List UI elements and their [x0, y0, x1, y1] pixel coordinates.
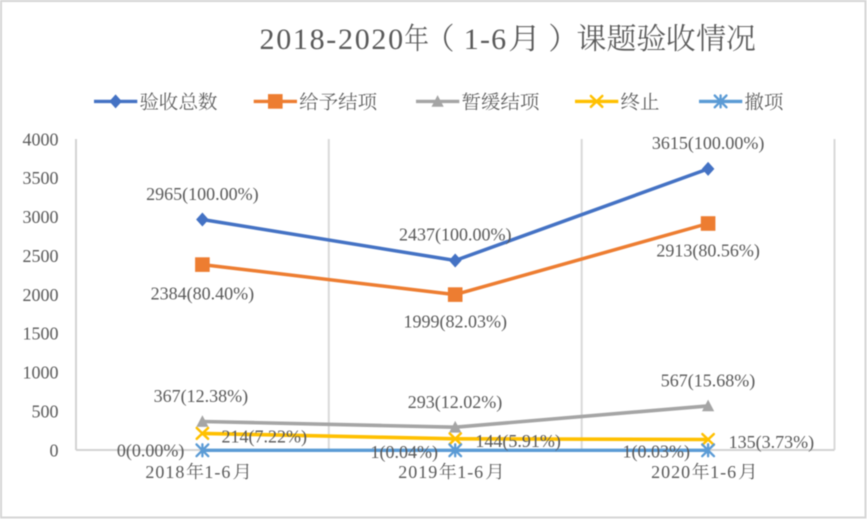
- svg-text:1(0.04%): 1(0.04%): [371, 442, 438, 463]
- svg-text:1999(82.03%): 1999(82.03%): [403, 312, 506, 333]
- svg-text:1500: 1500: [23, 324, 59, 344]
- svg-text:2384(80.40%): 2384(80.40%): [151, 284, 254, 305]
- svg-text:1-6: 1-6: [204, 462, 231, 482]
- svg-text:3615(100.00%): 3615(100.00%): [652, 133, 764, 154]
- svg-text:500: 500: [32, 401, 59, 421]
- svg-text:2000: 2000: [23, 285, 59, 305]
- svg-text:3000: 3000: [23, 207, 59, 227]
- svg-text:1-6: 1-6: [457, 462, 484, 482]
- svg-text:1000: 1000: [23, 363, 59, 383]
- svg-text:0: 0: [50, 440, 59, 460]
- svg-text:2018: 2018: [145, 462, 185, 482]
- svg-text:2965(100.00%): 2965(100.00%): [146, 184, 258, 205]
- svg-text:3500: 3500: [23, 168, 59, 188]
- svg-text:4000: 4000: [23, 129, 59, 149]
- svg-text:144(5.91%): 144(5.91%): [475, 431, 560, 452]
- svg-text:2437(100.00%): 2437(100.00%): [399, 225, 511, 246]
- svg-text:367(12.38%): 367(12.38%): [154, 386, 248, 407]
- svg-text:2019: 2019: [398, 462, 438, 482]
- svg-text:1-6: 1-6: [464, 23, 508, 56]
- svg-text:2500: 2500: [23, 246, 59, 266]
- svg-text:2020: 2020: [651, 462, 691, 482]
- svg-text:2913(80.56%): 2913(80.56%): [656, 240, 759, 261]
- svg-text:1(0.03%): 1(0.03%): [623, 442, 690, 463]
- svg-text:1-6: 1-6: [710, 462, 737, 482]
- svg-text:567(15.68%): 567(15.68%): [661, 370, 755, 391]
- svg-text:2018-2020: 2018-2020: [260, 23, 405, 56]
- svg-text:214(7.22%): 214(7.22%): [222, 427, 307, 448]
- svg-text:293(12.02%): 293(12.02%): [408, 392, 502, 413]
- svg-text:135(3.73%): 135(3.73%): [729, 432, 814, 453]
- svg-text:0(0.00%): 0(0.00%): [117, 441, 184, 462]
